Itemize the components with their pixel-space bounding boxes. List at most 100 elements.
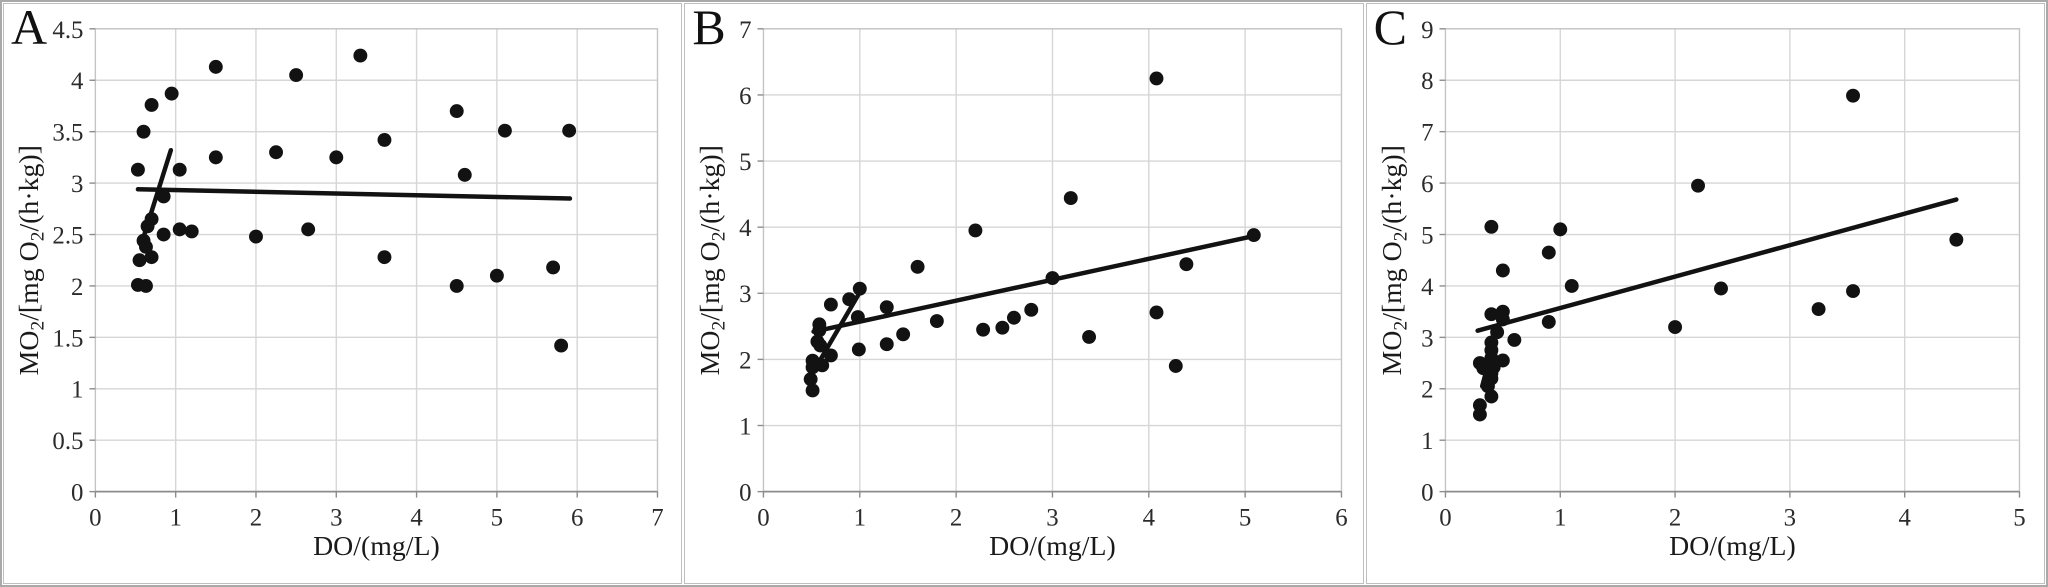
x-tick-label: 6 bbox=[1336, 504, 1348, 531]
scatter-point bbox=[824, 348, 839, 363]
y-axis-label: MO2/[mg O2/(h·kg)] bbox=[14, 145, 49, 375]
scatter-point bbox=[1845, 88, 1860, 103]
scatter-point bbox=[139, 239, 153, 254]
scatter-point bbox=[172, 162, 187, 177]
scatter-point bbox=[1495, 312, 1510, 327]
scatter-point bbox=[1149, 71, 1164, 86]
x-tick-label: 0 bbox=[1439, 504, 1451, 531]
scatter-point bbox=[805, 383, 820, 398]
x-tick-label: 1 bbox=[169, 504, 181, 531]
scatter-point bbox=[130, 162, 145, 177]
x-tick-label: 3 bbox=[1783, 504, 1795, 531]
scatter-point bbox=[353, 48, 368, 63]
trend-line bbox=[135, 187, 573, 201]
x-tick-label: 1 bbox=[854, 504, 866, 531]
y-tick-label: 3 bbox=[739, 281, 751, 308]
y-tick-label: 2.5 bbox=[52, 222, 83, 249]
scatter-point bbox=[1007, 310, 1022, 325]
scatter-point bbox=[1169, 359, 1184, 373]
scatter-point bbox=[1667, 320, 1682, 335]
trend-line bbox=[811, 234, 1255, 334]
y-tick-label: 4 bbox=[1421, 274, 1434, 301]
x-tick-label: 7 bbox=[651, 504, 663, 531]
y-tick-label: 7 bbox=[739, 17, 751, 44]
scatter-point bbox=[249, 229, 263, 244]
y-tick-label: 9 bbox=[1421, 17, 1433, 44]
scatter-point bbox=[1484, 389, 1498, 404]
x-tick-label: 3 bbox=[330, 504, 342, 531]
scatter-point bbox=[554, 338, 569, 353]
scatter-point bbox=[457, 167, 472, 182]
scatter-point bbox=[377, 132, 392, 147]
scatter-point bbox=[139, 278, 153, 293]
scatter-point bbox=[815, 358, 830, 373]
scatter-point bbox=[144, 212, 159, 227]
scatter-point bbox=[1472, 398, 1487, 413]
y-tick-label: 3 bbox=[71, 171, 83, 198]
scatter-point bbox=[1564, 278, 1579, 293]
y-tick-label: 2 bbox=[71, 274, 83, 301]
scatter-point bbox=[562, 123, 577, 138]
scatter-point bbox=[804, 372, 818, 387]
scatter-point bbox=[156, 227, 171, 242]
scatter-point bbox=[976, 322, 991, 337]
scatter-point bbox=[144, 97, 159, 112]
scatter-point bbox=[842, 292, 857, 307]
scatter-point bbox=[208, 59, 223, 74]
y-axis-label: MO2/[mg O2/(h·kg)] bbox=[1376, 145, 1411, 375]
x-tick-label: 0 bbox=[89, 504, 101, 531]
x-tick-label: 6 bbox=[571, 504, 583, 531]
scatter-point bbox=[301, 222, 316, 237]
scatter-point bbox=[880, 300, 895, 315]
x-tick-label: 2 bbox=[1669, 504, 1681, 531]
y-tick-label: 3 bbox=[1421, 325, 1433, 352]
scatter-point bbox=[1179, 257, 1194, 272]
scatter-point bbox=[132, 253, 147, 268]
scatter-point bbox=[172, 222, 187, 237]
panel-B: B 0 1 2 3 4 5 6 0 1 2 3 4 5 6 7 DO/(mg/L) MO2/[mg O2/(h·… bbox=[684, 3, 1364, 584]
scatter-point bbox=[910, 259, 925, 274]
scatter-point bbox=[449, 104, 464, 119]
panel-letter-A: A bbox=[11, 3, 48, 55]
y-tick-label: 7 bbox=[1421, 120, 1433, 147]
scatter-point bbox=[497, 123, 512, 138]
scatter-point bbox=[968, 223, 983, 238]
panel-letter-C: C bbox=[1373, 3, 1408, 55]
y-tick-label: 2 bbox=[739, 347, 751, 374]
x-tick-label: 2 bbox=[950, 504, 962, 531]
scatter-point bbox=[853, 281, 868, 296]
scatter-point bbox=[1472, 356, 1487, 371]
x-tick-label: 1 bbox=[1554, 504, 1566, 531]
scatter-point bbox=[1495, 353, 1510, 368]
trend-line bbox=[1475, 197, 1959, 333]
y-tick-label: 1 bbox=[739, 413, 751, 440]
scatter-point bbox=[184, 224, 199, 239]
scatter-point bbox=[546, 260, 561, 275]
scatter-point bbox=[1949, 232, 1963, 247]
x-tick-label: 4 bbox=[1143, 504, 1156, 531]
scatter-point bbox=[1484, 219, 1498, 234]
y-tick-label: 4 bbox=[739, 215, 752, 242]
scatter-point bbox=[136, 124, 151, 139]
scatter-point bbox=[144, 250, 159, 265]
scatter-point bbox=[1690, 178, 1705, 193]
scatter-point bbox=[852, 342, 867, 357]
scatter-point bbox=[1045, 271, 1060, 286]
y-axis-label: MO2/[mg O2/(h·kg)] bbox=[695, 145, 730, 375]
scatter-point bbox=[995, 320, 1010, 335]
y-tick-label: 0.5 bbox=[52, 428, 83, 455]
y-tick-label: 3.5 bbox=[52, 120, 83, 147]
y-tick-label: 1.5 bbox=[52, 325, 83, 352]
y-tick-label: 8 bbox=[1421, 68, 1433, 95]
y-tick-label: 0 bbox=[1421, 480, 1433, 507]
scatter-point bbox=[824, 297, 839, 312]
x-tick-label: 4 bbox=[410, 504, 423, 531]
scatter-point bbox=[1811, 302, 1826, 317]
scatter-point bbox=[1064, 191, 1079, 206]
scatter-point bbox=[1489, 325, 1504, 340]
y-tick-label: 1 bbox=[1421, 428, 1433, 455]
scatter-point bbox=[1149, 305, 1164, 320]
x-tick-label: 5 bbox=[491, 504, 503, 531]
x-tick-label: 0 bbox=[758, 504, 770, 531]
scatter-point bbox=[489, 268, 504, 283]
